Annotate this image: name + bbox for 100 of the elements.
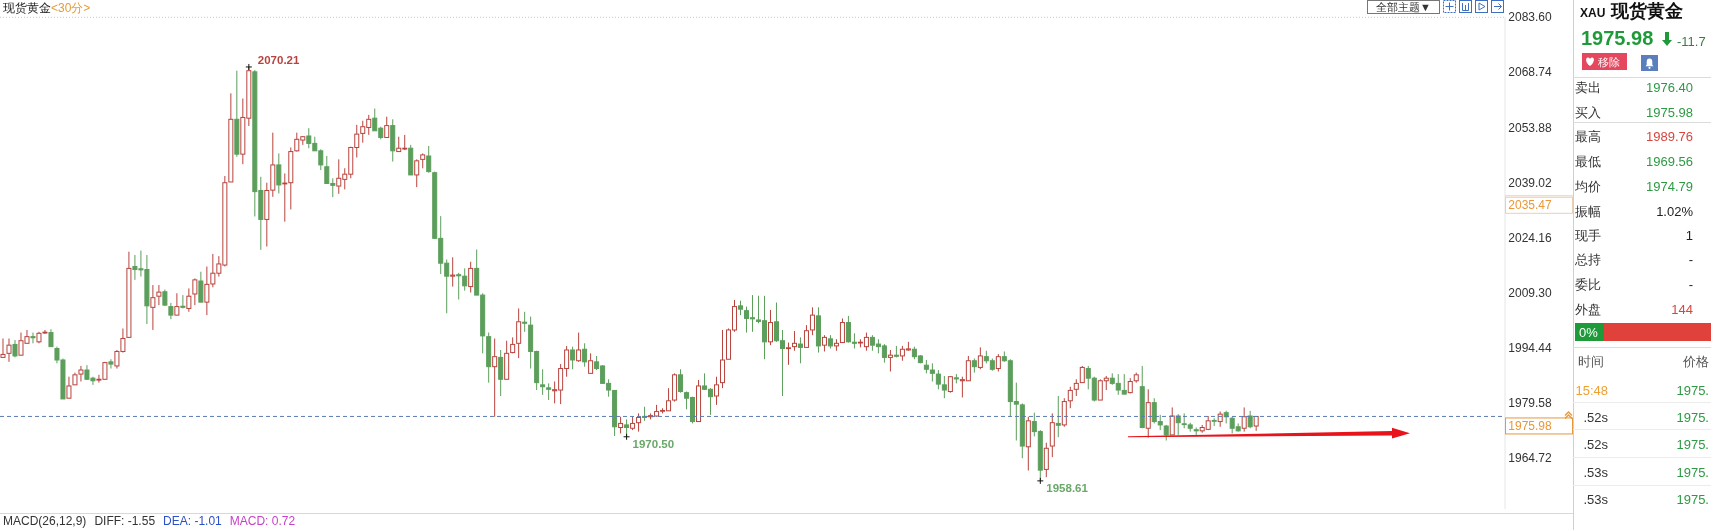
candlestick: [678, 368, 684, 394]
text: 1975.98: [1646, 105, 1693, 120]
text: 最低: [1575, 154, 1601, 169]
candlestick: [198, 271, 204, 303]
text: 移除: [1598, 56, 1620, 68]
text: 144: [1671, 302, 1693, 317]
text: 1974.79: [1646, 179, 1693, 194]
text: 时间: [1578, 354, 1604, 369]
candlestick: [845, 315, 851, 344]
text: 1989.76: [1646, 129, 1693, 144]
text: -11.7: [1677, 34, 1706, 49]
candlestick: [492, 337, 498, 418]
y-tick-label: 1994.44: [1508, 340, 1553, 355]
candlestick: [414, 158, 420, 188]
text: .53s: [1583, 465, 1609, 480]
y-tick-label: 1979.58: [1508, 396, 1553, 411]
text: 1975.: [1676, 410, 1709, 425]
text: DIFF: -1.55: [94, 514, 156, 528]
y-tick-label: 2083.60: [1508, 10, 1553, 25]
y-tick-label: 1964.72: [1508, 451, 1553, 466]
candlestick: [1043, 442, 1049, 478]
candlestick: [384, 116, 390, 138]
candlestick: [636, 412, 642, 433]
y-tick-label: 2039.02: [1508, 175, 1553, 190]
candlestick: [785, 342, 791, 366]
candlestick: [570, 346, 576, 370]
annotation: 1970.50: [632, 437, 675, 450]
candlestick: [150, 284, 156, 331]
candlestick: [30, 332, 36, 344]
annotation: 1958.61: [1046, 481, 1089, 494]
candlestick: [276, 152, 282, 194]
text: 买入: [1575, 105, 1601, 120]
y-tick-label: 2053.88: [1508, 120, 1553, 135]
candlestick: [977, 346, 983, 370]
candlestick: [0, 337, 6, 358]
candlestick: [174, 292, 180, 316]
candlestick: [797, 336, 803, 364]
text: 卖出: [1575, 80, 1601, 95]
text: 15:48: [1575, 383, 1608, 398]
candlestick: [839, 317, 845, 344]
candlestick: [456, 272, 462, 301]
candlestick: [588, 352, 594, 374]
annotation: 2070.21: [257, 53, 301, 66]
text: -: [1688, 277, 1693, 292]
candlestick: [1241, 406, 1247, 433]
candlestick: [186, 287, 192, 313]
text: 1975.: [1676, 492, 1709, 507]
candlestick: [522, 311, 528, 333]
candlestick: [108, 358, 114, 370]
candlestick: [516, 307, 522, 359]
candlestick: [582, 342, 588, 368]
text: 总持: [1574, 252, 1601, 267]
text: 委比: [1575, 277, 1601, 292]
text: 价格: [1682, 354, 1709, 369]
text: DEA: -1.01: [163, 514, 223, 528]
candlestick: [887, 349, 893, 372]
candlestick: [851, 332, 857, 349]
text: 1975.: [1676, 383, 1709, 398]
text: 均价: [1574, 179, 1601, 194]
candlestick: [180, 294, 186, 309]
candlestick: [1175, 413, 1181, 436]
text: 振幅: [1575, 204, 1601, 219]
chart-title: 现货黄金: [3, 1, 51, 15]
text: .52s: [1583, 437, 1609, 452]
y-tick-label: 2024.16: [1508, 230, 1553, 245]
text: 现手: [1575, 228, 1601, 243]
candlestick: [1055, 395, 1061, 438]
candlestick: [462, 267, 468, 292]
text: 1.02%: [1656, 204, 1694, 219]
text: 1975.: [1676, 437, 1709, 452]
candlestick: [1061, 397, 1067, 428]
text: 1975.98: [1581, 27, 1654, 49]
candlestick: [450, 256, 456, 288]
candlestick: [156, 284, 162, 306]
text: .53s: [1583, 492, 1609, 507]
candlestick: [1067, 386, 1073, 409]
candlestick: [714, 376, 720, 406]
candlestick: [1169, 406, 1175, 436]
candlestick: [498, 349, 504, 397]
candlestick: [6, 337, 12, 363]
ref-line-label: 1975.98: [1508, 418, 1553, 433]
y-tick-label: 2009.30: [1508, 285, 1553, 300]
candlestick: [1049, 412, 1055, 458]
text: 1969.56: [1646, 154, 1693, 169]
candlestick: [468, 261, 474, 293]
candlestick: [192, 277, 198, 306]
text: MACD(26,12,9): [3, 514, 87, 528]
text: MACD: 0.72: [229, 514, 296, 528]
candlestick: [540, 368, 546, 396]
candlestick: [791, 330, 797, 352]
text: 外盘: [1575, 302, 1601, 317]
text: -: [1688, 252, 1693, 267]
candlestick: [576, 332, 582, 363]
text: 全部主题▼: [1376, 1, 1431, 13]
text: 最高: [1575, 129, 1601, 144]
ref-line-label: 2035.47: [1508, 198, 1553, 213]
text: 1: [1685, 228, 1693, 243]
y-tick-label: 2068.74: [1508, 65, 1553, 80]
text: 1976.40: [1646, 80, 1693, 95]
text: .52s: [1583, 410, 1609, 425]
